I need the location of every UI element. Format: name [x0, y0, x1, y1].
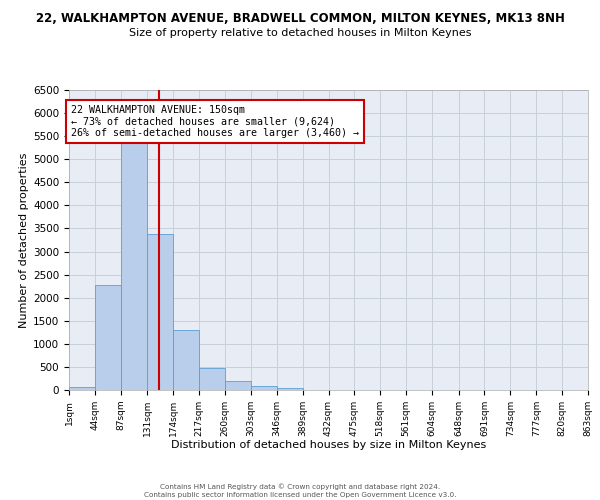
- Text: Contains HM Land Registry data © Crown copyright and database right 2024.
Contai: Contains HM Land Registry data © Crown c…: [144, 484, 456, 498]
- Bar: [121, 140, 147, 390]
- Y-axis label: Number of detached properties: Number of detached properties: [19, 152, 29, 328]
- X-axis label: Distribution of detached houses by size in Milton Keynes: Distribution of detached houses by size …: [171, 440, 486, 450]
- Text: Size of property relative to detached houses in Milton Keynes: Size of property relative to detached ho…: [129, 28, 471, 38]
- Bar: [277, 388, 302, 390]
- Text: 22 WALKHAMPTON AVENUE: 150sqm
← 73% of detached houses are smaller (9,624)
26% o: 22 WALKHAMPTON AVENUE: 150sqm ← 73% of d…: [71, 105, 359, 138]
- Bar: [251, 386, 277, 390]
- Bar: [69, 386, 95, 390]
- Bar: [95, 285, 121, 390]
- Bar: [173, 330, 199, 390]
- Text: 22, WALKHAMPTON AVENUE, BRADWELL COMMON, MILTON KEYNES, MK13 8NH: 22, WALKHAMPTON AVENUE, BRADWELL COMMON,…: [35, 12, 565, 26]
- Bar: [147, 234, 173, 390]
- Bar: [199, 368, 225, 390]
- Bar: [225, 381, 251, 390]
